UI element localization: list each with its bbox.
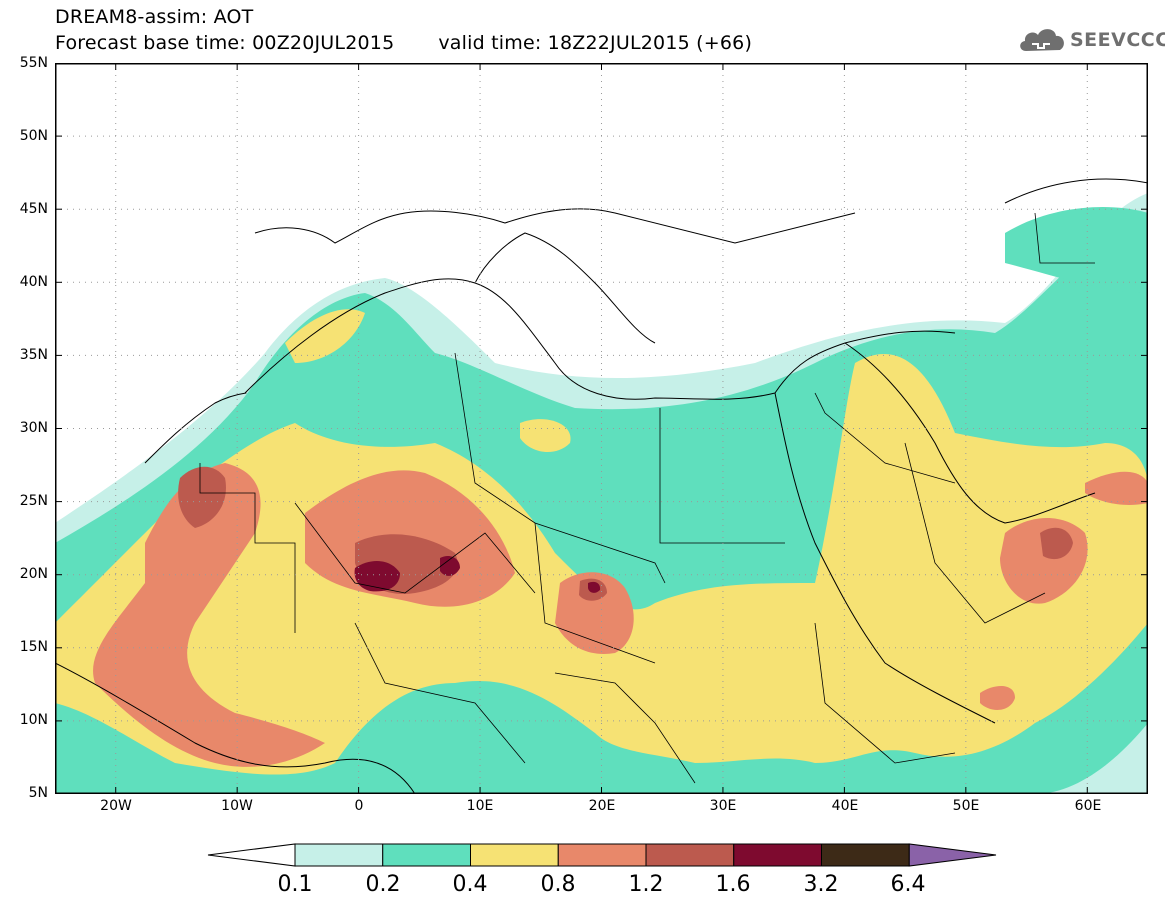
lat-label-35n: 35N xyxy=(19,347,48,363)
colorbar-segment xyxy=(821,843,910,867)
colorbar-label-6-4: 6.4 xyxy=(890,872,926,897)
colorbar-label-1-6: 1.6 xyxy=(715,872,751,897)
lon-label-10e: 10E xyxy=(466,798,494,814)
lat-label-10n: 10N xyxy=(19,712,48,728)
lat-label-50n: 50N xyxy=(19,128,48,144)
colorbar-segment xyxy=(294,843,384,867)
aot-contour-06 xyxy=(354,556,601,593)
colorbar-label-0-4: 0.4 xyxy=(452,872,488,897)
lon-label-50e: 50E xyxy=(952,798,980,814)
colorbar-segment xyxy=(645,843,735,867)
lon-label-20e: 20E xyxy=(588,798,616,814)
lon-label-60e: 60E xyxy=(1074,798,1102,814)
aot-contour-03 xyxy=(55,309,1148,775)
lat-label-20n: 20N xyxy=(19,566,48,582)
valid-time: valid time: 18Z22JUL2015 (+66) xyxy=(438,32,753,54)
lat-label-5n: 5N xyxy=(28,785,48,801)
lat-label-55n: 55N xyxy=(19,55,48,71)
coastlines xyxy=(55,178,1148,794)
colorbar-segment xyxy=(557,843,647,867)
aot-colorbar xyxy=(207,843,997,867)
country-borders xyxy=(199,212,1095,784)
lat-label-30n: 30N xyxy=(19,420,48,436)
colorbar-label-3-2: 3.2 xyxy=(803,872,839,897)
seevccc-logo: SEEVCCC xyxy=(1018,24,1165,56)
graticule xyxy=(55,63,1148,794)
colorbar-label-0-8: 0.8 xyxy=(540,872,576,897)
colorbar-label-1-2: 1.2 xyxy=(628,872,664,897)
colorbar-label-0-2: 0.2 xyxy=(365,872,401,897)
lon-label-30e: 30E xyxy=(709,798,737,814)
lon-label-0: 0 xyxy=(354,798,364,814)
lon-label-40e: 40E xyxy=(831,798,859,814)
axis-ticks xyxy=(55,63,1148,794)
colorbar-segment xyxy=(470,843,559,867)
forecast-base-time: Forecast base time: 00Z20JUL2015 xyxy=(55,32,395,54)
colorbar-label-0-1: 0.1 xyxy=(277,872,313,897)
lat-label-40n: 40N xyxy=(19,274,48,290)
lat-label-25n: 25N xyxy=(19,493,48,509)
map-subtitle: Forecast base time: 00Z20JUL2015 valid ti… xyxy=(55,32,752,54)
lon-label-20w: 20W xyxy=(100,798,132,814)
logo-text: SEEVCCC xyxy=(1070,29,1165,51)
aot-map xyxy=(55,63,1148,794)
lat-label-15n: 15N xyxy=(19,639,48,655)
colorbar-segment xyxy=(733,843,822,867)
colorbar-segment xyxy=(382,843,471,867)
cloud-icon xyxy=(1020,29,1064,51)
map-title: DREAM8-assim: AOT xyxy=(55,6,254,28)
colorbar-segment-below-min xyxy=(207,843,296,867)
colorbar-segment-above-max xyxy=(908,843,997,867)
lon-label-10w: 10W xyxy=(221,798,253,814)
lat-label-45n: 45N xyxy=(19,201,48,217)
